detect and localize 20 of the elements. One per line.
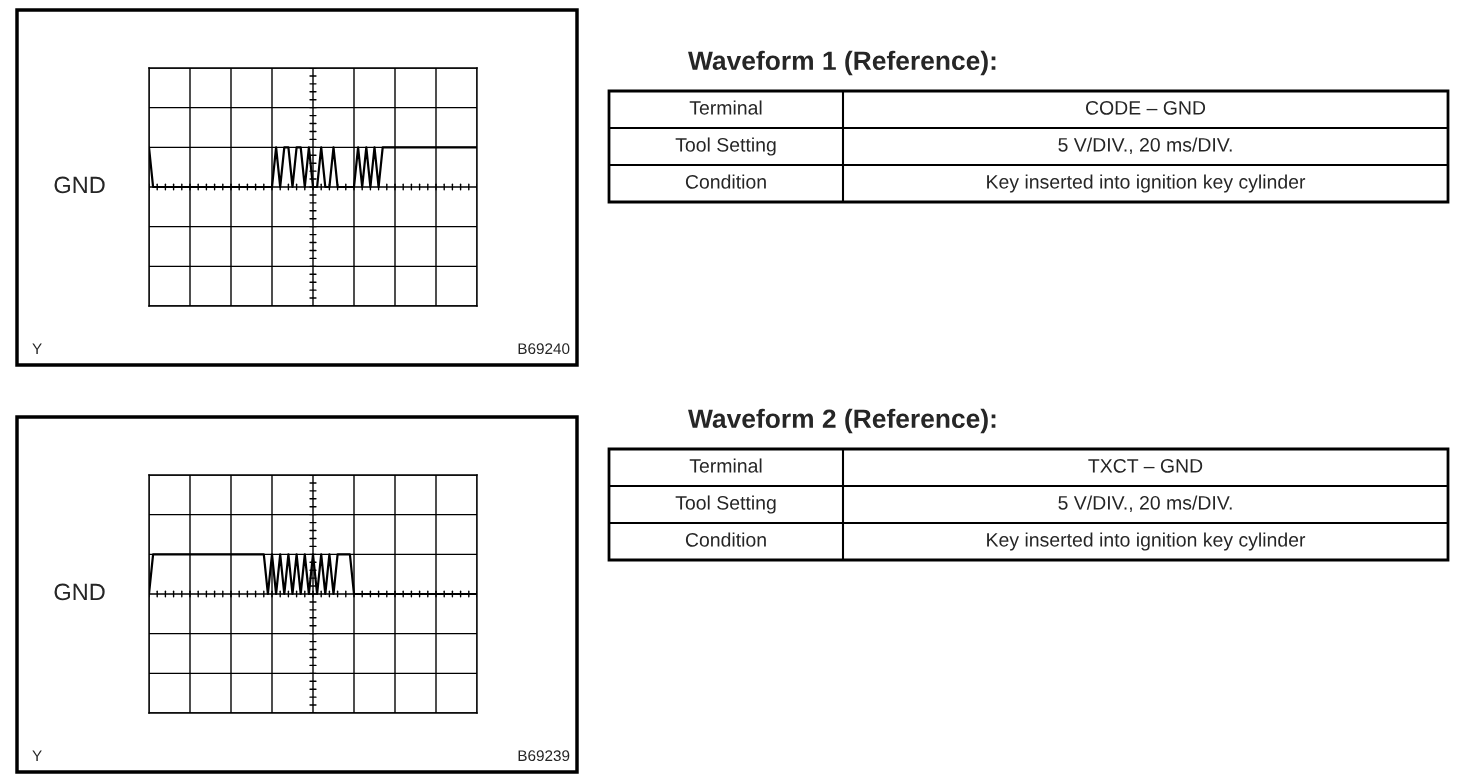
category-label: Tool Setting — [675, 495, 776, 514]
text: B69240 — [518, 343, 570, 355]
text: GND — [54, 176, 105, 194]
category-label: Condition — [685, 174, 766, 189]
text: Key inserted into ignition key cylinder — [987, 174, 1306, 193]
text: Y — [32, 343, 42, 354]
text: 5 V/DIV., 20 ms/DIV. — [1058, 137, 1232, 155]
category-label: Terminal — [689, 100, 762, 115]
text: B69239 — [518, 750, 570, 762]
category-label: Condition — [685, 532, 766, 547]
text: TXCT – GND — [1088, 458, 1203, 473]
category-label: Tool Setting — [675, 137, 776, 156]
text: GND — [54, 583, 105, 601]
text: 5 V/DIV., 20 ms/DIV. — [1058, 495, 1232, 513]
text: Waveform 2 (Reference): — [688, 408, 996, 434]
text: Y — [32, 750, 42, 761]
category-label: Terminal — [689, 458, 762, 473]
text: Waveform 1 (Reference): — [688, 50, 996, 76]
text: CODE – GND — [1085, 100, 1206, 115]
text: Key inserted into ignition key cylinder — [987, 532, 1306, 551]
